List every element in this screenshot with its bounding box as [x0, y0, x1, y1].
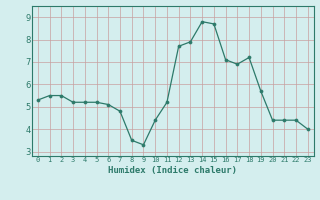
X-axis label: Humidex (Indice chaleur): Humidex (Indice chaleur): [108, 166, 237, 175]
